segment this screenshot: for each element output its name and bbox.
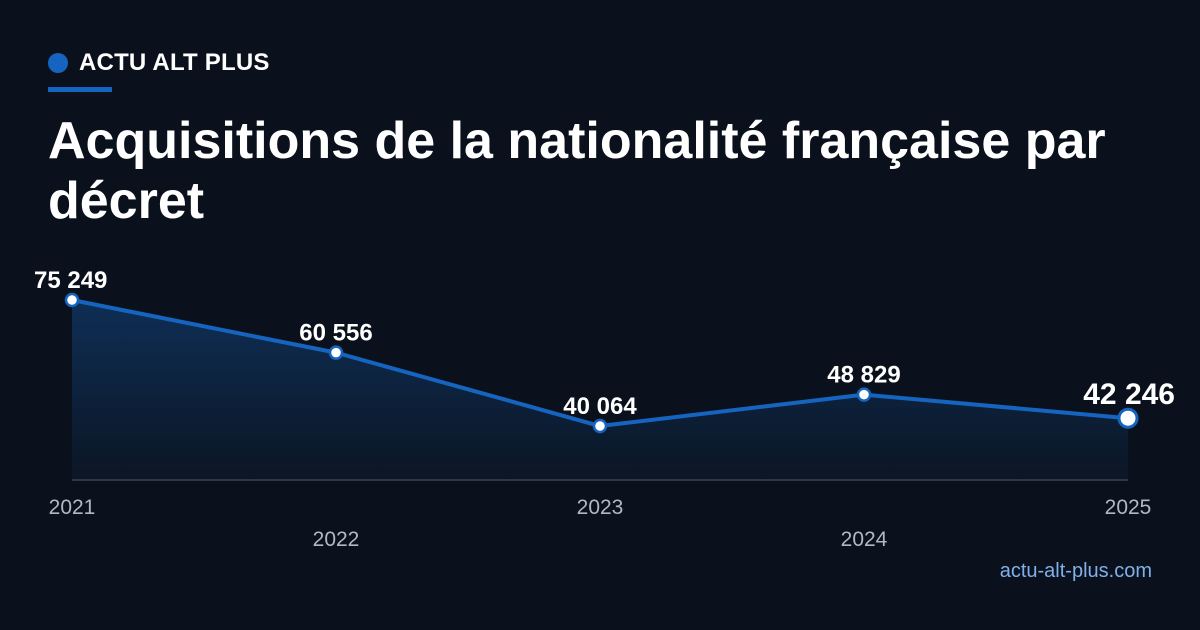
data-label: 40 064 — [563, 393, 637, 420]
brand-dot-icon — [48, 53, 68, 73]
brand: ACTU ALT PLUS — [48, 48, 270, 78]
data-point — [1117, 407, 1139, 429]
data-point — [856, 387, 872, 402]
chart-title: Acquisitions de la nationalité française… — [48, 112, 1106, 230]
x-tick-label: 2024 — [841, 528, 888, 551]
x-tick-label: 2023 — [577, 496, 624, 519]
data-label: 42 246 — [1083, 378, 1175, 411]
x-tick-label: 2025 — [1105, 496, 1152, 519]
area-fill — [72, 300, 1128, 480]
x-tick-label: 2022 — [313, 528, 360, 551]
data-label: 48 829 — [827, 362, 900, 389]
brand-underline — [48, 87, 112, 92]
data-point — [64, 292, 80, 308]
x-tick-label: 2021 — [49, 496, 96, 519]
site-url[interactable]: actu-alt-plus.com — [999, 560, 1152, 582]
brand-name: ACTU ALT PLUS — [79, 49, 270, 76]
data-point — [592, 418, 608, 434]
data-label: 60 556 — [299, 320, 372, 347]
data-point — [328, 345, 344, 360]
data-label: 75 249 — [34, 267, 107, 294]
